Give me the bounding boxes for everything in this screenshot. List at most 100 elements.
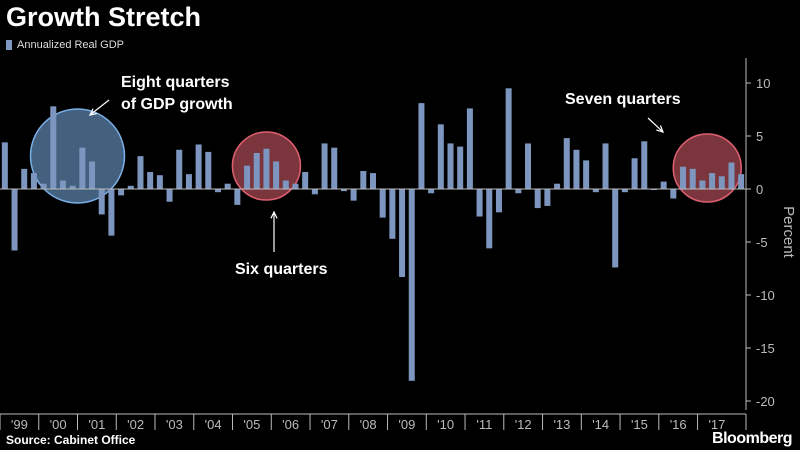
- bar: [689, 168, 696, 189]
- bar: [505, 88, 512, 189]
- x-tick-label: '12: [515, 417, 532, 432]
- y-tick-label: -10: [756, 288, 775, 303]
- annotation-eight-arrow-head: [88, 108, 97, 116]
- bar: [680, 166, 687, 189]
- x-tick-label: '09: [398, 417, 415, 432]
- chart-title: Growth Stretch: [6, 2, 202, 32]
- bar: [379, 189, 386, 218]
- bar: [311, 189, 318, 195]
- bar: [360, 170, 367, 189]
- bar: [282, 180, 289, 189]
- annotation-eight-arrow: [89, 99, 110, 116]
- bar: [69, 185, 76, 189]
- bar: [728, 162, 735, 189]
- bar: [118, 189, 125, 196]
- bar: [631, 158, 638, 189]
- bar: [253, 152, 260, 189]
- brand-logo: Bloomberg: [712, 430, 792, 447]
- bar: [476, 189, 483, 217]
- bar: [457, 146, 464, 189]
- bar: [602, 143, 609, 189]
- x-tick-label: '11: [476, 417, 492, 432]
- bar: [408, 189, 415, 381]
- legend-swatch: [6, 40, 12, 50]
- legend-label: Annualized Real GDP: [17, 39, 125, 51]
- bar: [302, 172, 309, 189]
- bar: [554, 183, 561, 189]
- x-tick-label: '13: [553, 417, 570, 432]
- x-tick-label: '08: [360, 417, 377, 432]
- bar: [205, 151, 212, 189]
- y-tick-label: 5: [756, 129, 763, 144]
- bar: [650, 189, 657, 191]
- y-tick-label: -20: [756, 394, 775, 409]
- bar: [50, 106, 57, 189]
- y-tick-label: -5: [756, 235, 768, 250]
- annotations: Eight quarters of GDP growth Six quarters S…: [88, 74, 681, 278]
- bar: [127, 185, 134, 189]
- bar: [292, 183, 299, 189]
- x-tick-label: '04: [205, 417, 222, 432]
- bar: [166, 189, 173, 202]
- x-tick-label: '14: [592, 417, 609, 432]
- bar: [244, 165, 251, 189]
- x-tick-label: '05: [243, 417, 260, 432]
- bar: [321, 143, 328, 189]
- y-tick-label: 0: [756, 182, 763, 197]
- bar: [525, 143, 532, 189]
- bar: [224, 183, 231, 189]
- annotation-six-quarters: Six quarters: [235, 261, 328, 278]
- bar: [59, 180, 66, 189]
- bar: [612, 189, 619, 268]
- bar: [563, 138, 570, 189]
- bar: [592, 189, 599, 193]
- bar: [447, 143, 454, 189]
- bar: [428, 189, 435, 194]
- bar: [98, 189, 105, 215]
- bar: [176, 149, 183, 189]
- y-axis-label: Percent: [780, 206, 797, 259]
- bar: [399, 189, 406, 277]
- bar: [273, 161, 280, 189]
- bar: [486, 189, 493, 249]
- bar: [418, 103, 425, 189]
- y-tick-label: 10: [756, 76, 770, 91]
- bar: [30, 173, 37, 189]
- bar: [670, 189, 677, 199]
- bar: [515, 189, 522, 194]
- x-tick-label: '17: [708, 417, 725, 432]
- x-tick-label: '16: [670, 417, 687, 432]
- bar: [21, 168, 28, 189]
- bar: [340, 189, 347, 192]
- bar: [699, 180, 706, 189]
- bar: [147, 172, 154, 189]
- bar: [437, 124, 444, 189]
- bar: [718, 176, 725, 189]
- bar: [214, 189, 221, 193]
- annotation-eight-quarters: of GDP growth: [121, 96, 233, 113]
- bar: [1, 142, 8, 189]
- x-tick-label: '02: [127, 417, 144, 432]
- x-tick-label: '01: [88, 417, 105, 432]
- x-tick-label: '06: [282, 417, 299, 432]
- annotation-eight-quarters: Eight quarters: [121, 74, 230, 91]
- x-tick-label: '10: [437, 417, 454, 432]
- x-tick-label: '03: [166, 417, 183, 432]
- bar: [534, 189, 541, 209]
- x-tick-label: '99: [11, 417, 28, 432]
- bar: [185, 174, 192, 189]
- source-note: Source: Cabinet Office: [6, 433, 136, 447]
- bar: [466, 108, 473, 189]
- bar: [331, 147, 338, 189]
- x-tick-label: '00: [50, 417, 67, 432]
- bars: [1, 88, 745, 381]
- y-tick-label: -15: [756, 341, 775, 356]
- bar: [573, 149, 580, 189]
- bar: [369, 173, 377, 189]
- bar: [709, 173, 716, 189]
- bar: [641, 141, 648, 189]
- bar: [660, 181, 667, 189]
- annotation-seven-arrow-head: [656, 125, 665, 133]
- bar: [195, 144, 202, 189]
